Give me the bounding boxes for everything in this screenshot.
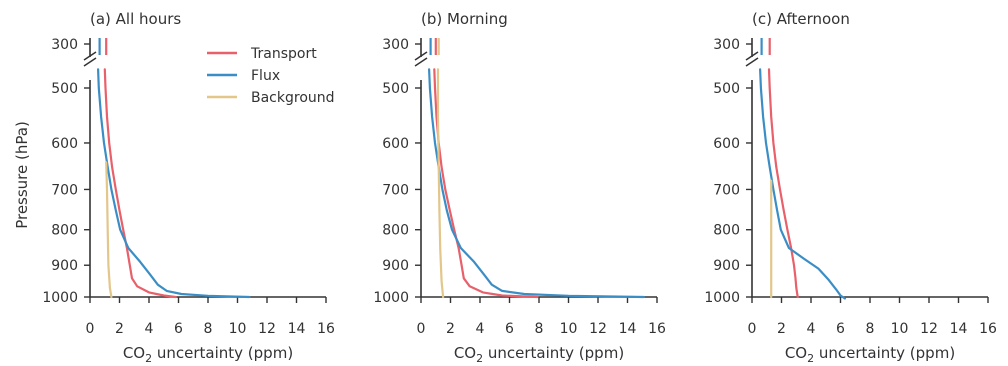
x-tick-label: 14 — [288, 321, 306, 337]
series-line-flux — [759, 68, 846, 300]
y-tick-label: 800 — [382, 223, 409, 239]
x-tick-label: 14 — [619, 321, 637, 337]
panel-2: (b) Morning 300 500 600 700 800 900 1000 0 2 4 6 8 10… — [373, 10, 666, 365]
x-tick-label: 2 — [115, 321, 124, 337]
axis-break-mark — [414, 57, 428, 67]
y-tick-label: 700 — [382, 182, 409, 198]
x-tick-label: 10 — [229, 321, 247, 337]
panel-title: (c) Afternoon — [752, 10, 850, 28]
x-tick-label: 10 — [891, 321, 909, 337]
x-axis-label-suffix: uncertainty (ppm) — [483, 344, 624, 362]
y-tick-label: 300 — [51, 37, 78, 53]
y-tick-label: 1000 — [42, 290, 78, 306]
series-line-flux — [97, 68, 251, 299]
panel-3: (c) Afternoon 300 500 600 700 800 900 1000 0 2 4 6 8… — [704, 10, 997, 365]
x-tick-label: 12 — [258, 321, 276, 337]
y-tick-label: 1000 — [704, 290, 740, 306]
x-axis-label-subscript: 2 — [145, 352, 152, 365]
x-tick-label: 4 — [145, 321, 154, 337]
x-axis-label: CO2 uncertainty (ppm) — [785, 344, 955, 365]
legend-label-background: Background — [251, 90, 335, 106]
series-line-transport — [767, 68, 799, 299]
x-axis-label: CO2 uncertainty (ppm) — [454, 344, 624, 365]
x-tick-label: 2 — [777, 321, 786, 337]
x-tick-label: 8 — [204, 321, 213, 337]
legend-label-flux: Flux — [251, 68, 280, 84]
y-tick-label: 700 — [713, 182, 740, 198]
x-tick-label: 6 — [505, 321, 514, 337]
panel-title: (b) Morning — [421, 10, 508, 28]
y-tick-label: 800 — [51, 223, 78, 239]
x-axis-label-suffix: uncertainty (ppm) — [152, 344, 293, 362]
x-tick-label: 6 — [836, 321, 845, 337]
legend-label-transport: Transport — [250, 46, 317, 62]
x-tick-label: 6 — [174, 321, 183, 337]
y-tick-label: 500 — [713, 81, 740, 97]
y-tick-label: 600 — [713, 136, 740, 152]
y-tick-label: 900 — [51, 258, 78, 274]
legend: Transport Flux Background — [207, 46, 335, 106]
x-axis-label-subscript: 2 — [476, 352, 483, 365]
x-tick-label: 8 — [866, 321, 875, 337]
x-axis-label-suffix: uncertainty (ppm) — [814, 344, 955, 362]
x-tick-label: 4 — [476, 321, 485, 337]
y-tick-label: 900 — [713, 258, 740, 274]
x-axis-label-prefix: CO — [785, 344, 807, 362]
panel-1: (a) All hours 300 500 600 700 800 900 1000 0 2 4 6 8… — [42, 10, 335, 365]
x-axis-label-prefix: CO — [454, 344, 476, 362]
y-tick-label: 300 — [713, 37, 740, 53]
y-tick-label: 900 — [382, 258, 409, 274]
panel-title: (a) All hours — [90, 10, 181, 28]
x-tick-label: 0 — [748, 321, 757, 337]
x-tick-label: 10 — [560, 321, 578, 337]
series-line-transport — [433, 68, 539, 299]
x-tick-label: 8 — [535, 321, 544, 337]
y-tick-label: 800 — [713, 223, 740, 239]
series-line-background — [436, 68, 445, 299]
axis-break-mark — [83, 57, 97, 67]
x-tick-label: 12 — [920, 321, 938, 337]
x-tick-label: 0 — [417, 321, 426, 337]
x-tick-label: 16 — [317, 321, 335, 337]
x-tick-label: 16 — [979, 321, 997, 337]
series-line-transport — [103, 68, 177, 299]
axis-break-mark — [745, 51, 759, 61]
x-axis-label-prefix: CO — [123, 344, 145, 362]
x-axis-label: CO2 uncertainty (ppm) — [123, 344, 293, 365]
axis-break-mark — [83, 51, 97, 61]
y-tick-label: 700 — [51, 182, 78, 198]
axis-break-mark — [745, 57, 759, 67]
y-tick-label: 300 — [382, 37, 409, 53]
x-tick-label: 2 — [446, 321, 455, 337]
x-tick-label: 4 — [807, 321, 816, 337]
series-line-background — [105, 161, 113, 299]
y-axis-label: Pressure (hPa) — [13, 121, 31, 229]
y-tick-label: 500 — [51, 81, 78, 97]
x-tick-label: 14 — [950, 321, 968, 337]
x-tick-label: 12 — [589, 321, 607, 337]
y-tick-label: 1000 — [373, 290, 409, 306]
x-tick-label: 0 — [86, 321, 95, 337]
x-axis-label-subscript: 2 — [807, 352, 814, 365]
x-tick-label: 16 — [648, 321, 666, 337]
y-tick-label: 600 — [382, 136, 409, 152]
y-tick-label: 500 — [382, 81, 409, 97]
y-tick-label: 600 — [51, 136, 78, 152]
axis-break-mark — [414, 51, 428, 61]
series-line-flux — [428, 68, 645, 299]
